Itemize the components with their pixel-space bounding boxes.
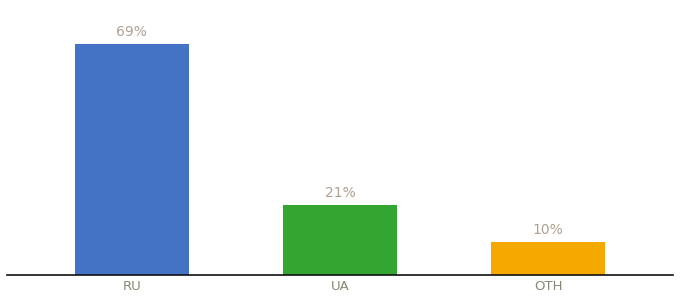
Text: 69%: 69%: [116, 25, 148, 39]
Text: 10%: 10%: [533, 223, 564, 237]
Text: 21%: 21%: [324, 186, 356, 200]
Bar: [491, 242, 605, 275]
Bar: [75, 44, 189, 275]
Bar: [283, 205, 397, 275]
